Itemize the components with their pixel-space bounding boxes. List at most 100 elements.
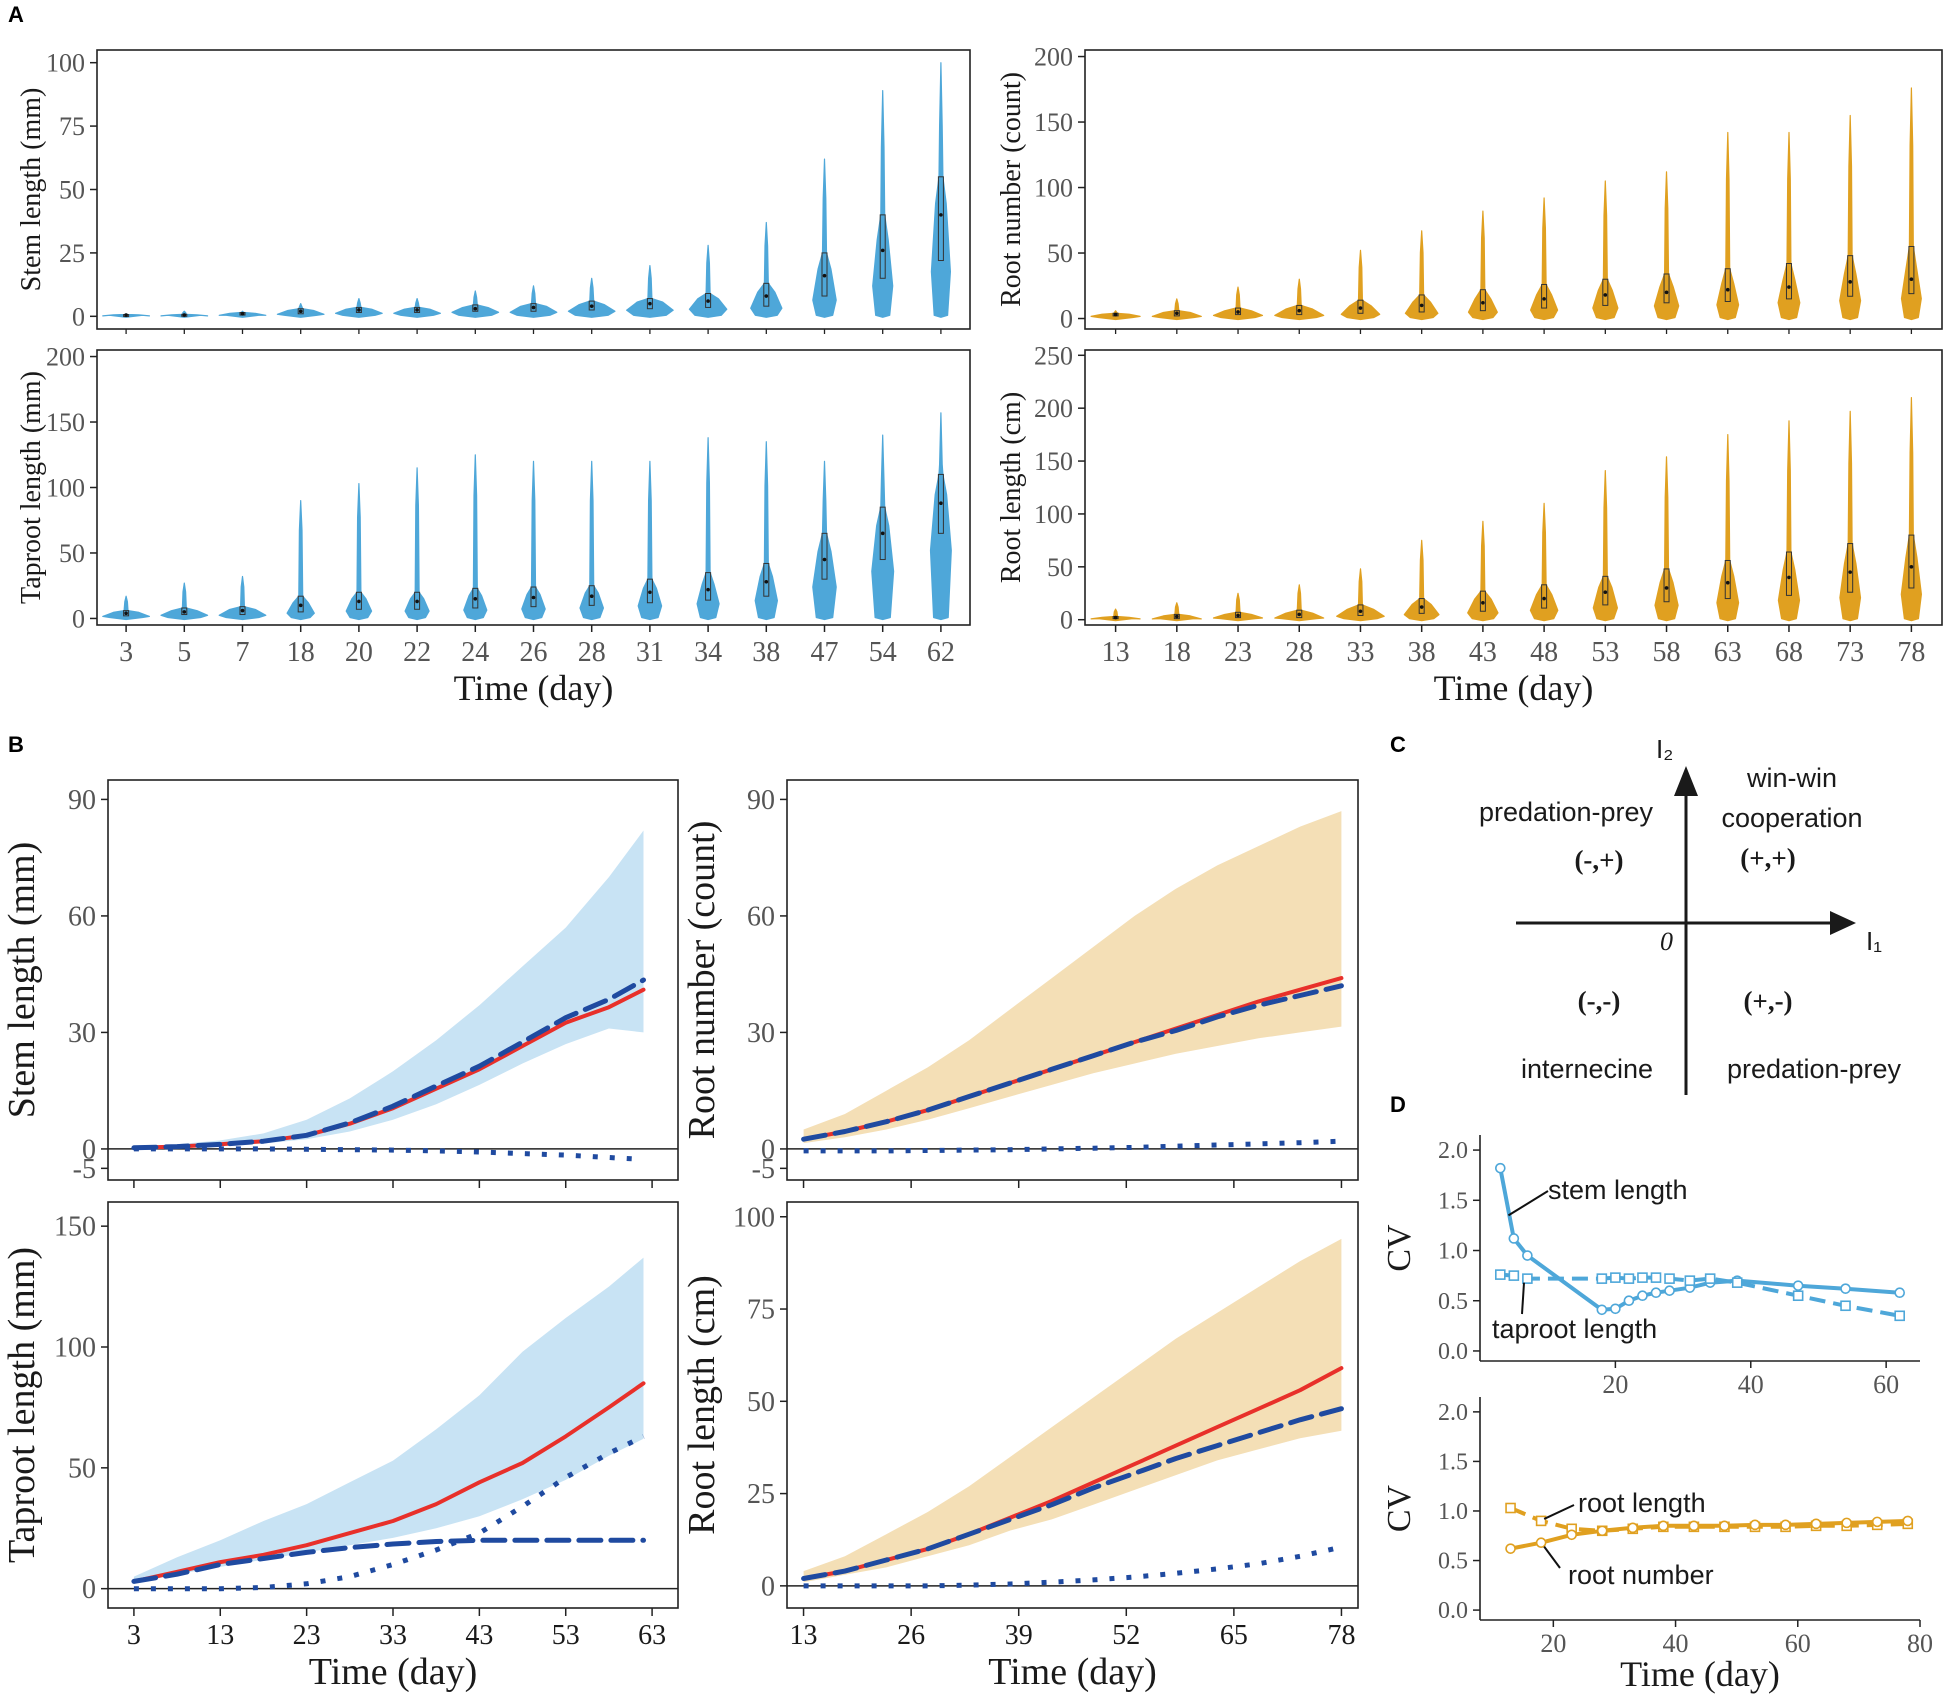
violin-box (1296, 609, 1303, 619)
violin-box (472, 587, 479, 609)
violin-median (415, 308, 419, 312)
y-tick-label: 25 (59, 239, 85, 268)
violin-box (1724, 559, 1731, 600)
x-tick-label: 63 (1714, 637, 1742, 668)
x-tick-label: 63 (638, 1620, 666, 1651)
violin-median (182, 610, 187, 614)
violin (1653, 171, 1680, 321)
violin-median (1236, 613, 1240, 618)
y-tick-label: -5 (752, 1154, 775, 1185)
quadrant-bottom-right-name: predation-prey (1727, 1054, 1902, 1084)
violin-median (1419, 605, 1424, 609)
violin-A4-frame (1084, 349, 1943, 626)
violin-median (1358, 306, 1363, 310)
x-tick-label: 22 (403, 637, 431, 668)
annotation-taproot-length: taproot length (1492, 1314, 1657, 1344)
violin-median (124, 313, 128, 317)
x-tick-label: 13 (1102, 637, 1130, 668)
y-tick-label: 150 (46, 408, 85, 437)
series-total (801, 1366, 1344, 1581)
violin-box (1479, 289, 1486, 312)
y-tick-label: 100 (46, 49, 85, 78)
leader-line (1521, 1282, 1525, 1315)
quadrant-top-left-name: predation-prey (1479, 797, 1654, 827)
violin-median (298, 309, 303, 314)
violin-box (646, 298, 653, 310)
violin (1716, 434, 1740, 622)
cv-point (1566, 1529, 1577, 1541)
violin-box (1602, 575, 1609, 606)
cv-point (1623, 1295, 1635, 1307)
x-tick-label: 33 (1346, 637, 1374, 668)
line-chart-root-number: -50 30 60 90 Root number (count) (681, 779, 1359, 1188)
y-tick-label: 2.0 (1438, 1400, 1468, 1426)
y-axis-title: Root length (cm) (996, 392, 1027, 583)
y-tick-label: 0.0 (1438, 1598, 1468, 1624)
violin-box (937, 473, 944, 534)
violin-box (1173, 613, 1180, 620)
violin (463, 454, 488, 621)
x-tick-label: 18 (287, 637, 315, 668)
i2-arrow-icon (1674, 766, 1698, 796)
cv-point (1731, 1277, 1743, 1288)
x-axis-title: Time (day) (309, 1651, 478, 1693)
violin-median (240, 311, 245, 316)
violin (1467, 520, 1499, 622)
y-tick-label: 2.0 (1438, 1138, 1468, 1164)
violin-box (1296, 304, 1303, 316)
cv-point (1610, 1303, 1621, 1315)
x-tick-label: 54 (869, 637, 897, 668)
violin (871, 434, 895, 621)
violin-median (298, 603, 303, 608)
violin-box (297, 595, 304, 613)
annotation-root-number: root number (1568, 1560, 1714, 1590)
x-tick-label: 47 (811, 637, 839, 668)
panel-letter-b: B (8, 732, 24, 757)
violin-box (937, 176, 944, 262)
violin (688, 244, 728, 318)
cv-point (1792, 1290, 1804, 1302)
violin-median (589, 594, 594, 598)
violin (1777, 131, 1801, 321)
y-tick-label: 100 (46, 474, 85, 503)
y-tick-label: 250 (1034, 341, 1073, 370)
cv-point (1664, 1273, 1675, 1284)
violin (1777, 420, 1801, 622)
violin (451, 290, 500, 318)
confidence-band (803, 811, 1342, 1144)
violin (1900, 397, 1922, 622)
y-axis-title: CV (1381, 1484, 1418, 1532)
violin-median (1664, 290, 1669, 295)
y-tick-label: 1.0 (1438, 1499, 1468, 1525)
violin-median (1297, 612, 1302, 617)
violin (1654, 456, 1679, 622)
violin-box (181, 607, 188, 616)
y-tick-label: 50 (59, 176, 85, 205)
x-tick-label: 43 (465, 1620, 493, 1651)
violin (1529, 502, 1559, 622)
x-tick-label: 24 (461, 637, 489, 668)
y-tick-label: 0.0 (1438, 1339, 1468, 1365)
confidence-band (133, 1257, 644, 1584)
line-chart-root-length: 0 25 50 75 100 Root length (cm) 13 26 39 52 65 78 Ti… (681, 1201, 1359, 1693)
y-axis-title: Root length (cm) (681, 1275, 723, 1535)
violin-median (473, 306, 478, 311)
violin-box (646, 578, 653, 604)
series-dependent (803, 1544, 1342, 1589)
x-tick-label: 48 (1530, 637, 1558, 668)
y-axis-title: Taproot length (mm) (16, 371, 47, 604)
violin-box (879, 214, 886, 279)
violin-median (1603, 293, 1608, 297)
cv-point (1780, 1519, 1791, 1531)
x-tick-label: 38 (1408, 637, 1436, 668)
violin-box (588, 300, 595, 311)
violin-median (1542, 297, 1546, 301)
violin-median (589, 304, 594, 308)
violin-median (1603, 590, 1608, 595)
cv-point (1505, 1502, 1516, 1514)
violin-box (1785, 551, 1792, 596)
violin (1592, 470, 1618, 622)
violin (812, 158, 837, 318)
